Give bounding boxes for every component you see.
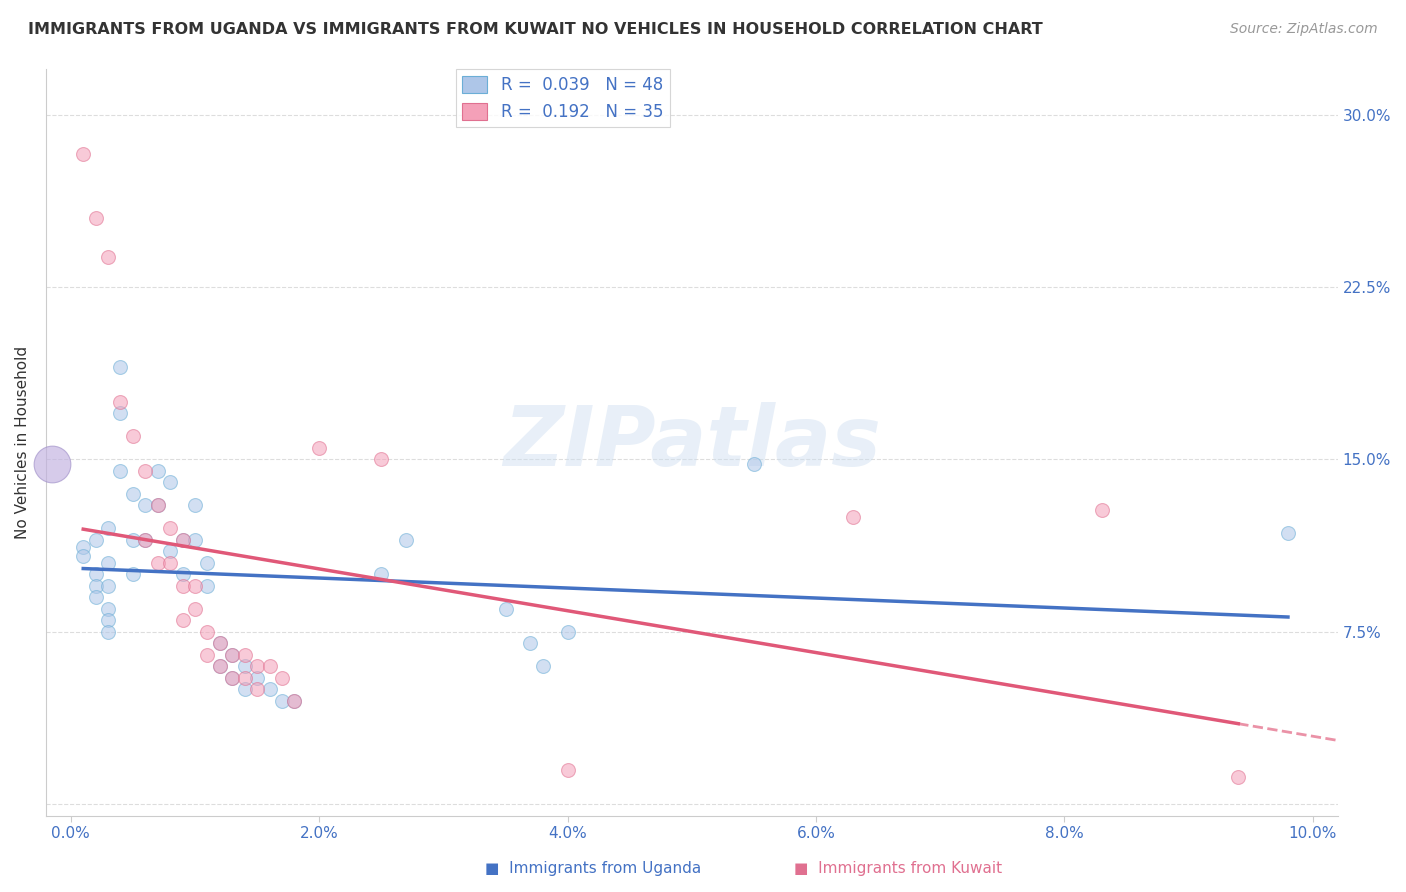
Point [41,457,63,471]
Point [259,659,281,673]
Point [221,671,243,685]
Text: ZIPatlas: ZIPatlas [503,401,880,483]
Point [97,521,120,535]
Point [72,146,94,161]
Point [557,763,579,777]
Point [842,510,865,524]
Point [84,211,107,225]
Point [1277,526,1299,541]
Text: Source: ZipAtlas.com: Source: ZipAtlas.com [1230,22,1378,37]
Point [221,671,243,685]
Point [259,682,281,697]
Point [184,499,207,513]
Point [308,441,330,455]
Point [146,499,169,513]
Point [184,533,207,547]
Point [146,499,169,513]
Point [221,648,243,662]
Point [84,533,107,547]
Point [122,429,145,443]
Point [208,636,231,650]
Point [97,624,120,639]
Point [172,567,194,582]
Point [172,533,194,547]
Point [72,549,94,563]
Point [97,579,120,593]
Point [395,533,418,547]
Point [495,602,517,616]
Point [197,648,219,662]
Point [110,360,132,375]
Point [271,694,294,708]
Point [84,567,107,582]
Point [97,556,120,570]
Point [97,614,120,628]
Point [122,567,145,582]
Point [110,407,132,421]
Point [208,659,231,673]
Point [84,579,107,593]
Point [246,671,269,685]
Point [159,521,181,535]
Point [557,624,579,639]
Point [184,602,207,616]
Point [159,544,181,558]
Point [246,682,269,697]
Point [233,648,256,662]
Point [233,671,256,685]
Point [519,636,541,650]
Point [197,579,219,593]
Point [122,533,145,547]
Point [246,659,269,673]
Point [208,659,231,673]
Point [172,533,194,547]
Point [134,499,156,513]
Text: ■  Immigrants from Kuwait: ■ Immigrants from Kuwait [794,861,1002,876]
Y-axis label: No Vehicles in Household: No Vehicles in Household [15,345,30,539]
Text: ■  Immigrants from Uganda: ■ Immigrants from Uganda [485,861,702,876]
Point [742,457,765,471]
Point [370,567,392,582]
Point [271,671,294,685]
Point [531,659,554,673]
Point [208,636,231,650]
Point [1091,503,1114,517]
Point [283,694,305,708]
Point [72,540,94,554]
Point [197,556,219,570]
Point [110,395,132,409]
Point [221,648,243,662]
Point [370,452,392,467]
Point [172,614,194,628]
Point [122,487,145,501]
Point [283,694,305,708]
Point [172,579,194,593]
Point [97,250,120,264]
Point [134,464,156,478]
Point [84,591,107,605]
Text: IMMIGRANTS FROM UGANDA VS IMMIGRANTS FROM KUWAIT NO VEHICLES IN HOUSEHOLD CORREL: IMMIGRANTS FROM UGANDA VS IMMIGRANTS FRO… [28,22,1043,37]
Point [1227,770,1250,784]
Point [233,682,256,697]
Point [134,533,156,547]
Point [97,602,120,616]
Point [146,464,169,478]
Point [134,533,156,547]
Point [159,475,181,490]
Point [184,579,207,593]
Point [146,556,169,570]
Point [233,659,256,673]
Point [110,464,132,478]
Point [159,556,181,570]
Point [197,624,219,639]
Legend: R =  0.039   N = 48, R =  0.192   N = 35: R = 0.039 N = 48, R = 0.192 N = 35 [456,70,669,128]
